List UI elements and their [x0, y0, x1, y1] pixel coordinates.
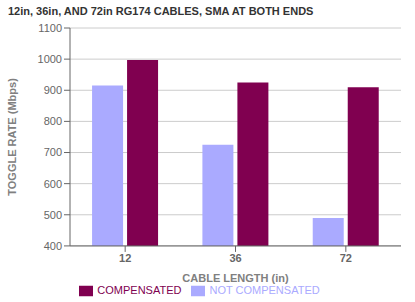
svg-text:1000: 1000: [38, 53, 62, 65]
svg-text:CABLE LENGTH (in): CABLE LENGTH (in): [182, 272, 289, 284]
html-text:NOT COMPENSATED: NOT COMPENSATED: [209, 283, 320, 296]
svg-text:800: 800: [44, 115, 62, 127]
svg-text:12: 12: [119, 252, 131, 264]
svg-text:600: 600: [44, 178, 62, 190]
svg-text:36: 36: [229, 252, 241, 264]
svg-text:700: 700: [44, 146, 62, 158]
svg-text:900: 900: [44, 84, 62, 96]
svg-text:400: 400: [44, 240, 62, 252]
html-text:12in, 36in, AND 72in RG174 CAB: 12in, 36in, AND 72in RG174 CABLES, SMA A…: [8, 5, 314, 17]
svg-text:TOGGLE RATE (Mbps): TOGGLE RATE (Mbps): [8, 78, 18, 196]
svg-text:500: 500: [44, 209, 62, 221]
svg-text:1100: 1100: [38, 22, 62, 34]
svg-text:72: 72: [340, 252, 352, 264]
html-text:COMPENSATED: COMPENSATED: [97, 283, 182, 296]
